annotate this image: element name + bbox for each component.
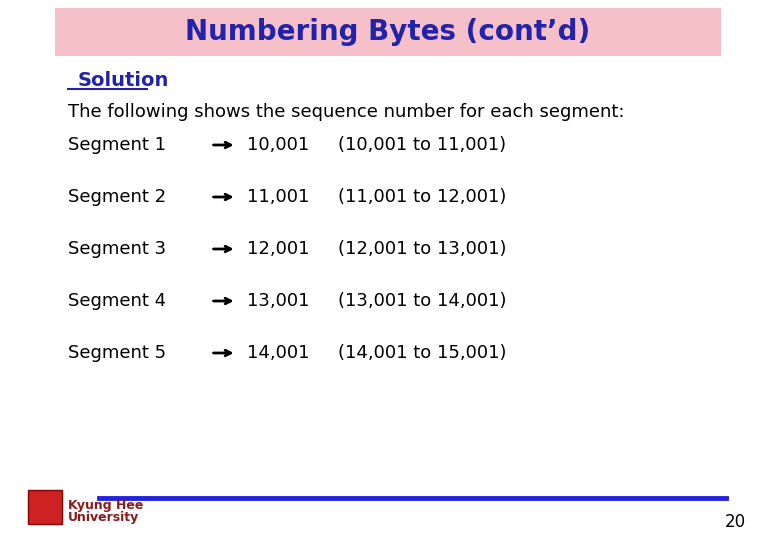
Text: Kyung Hee: Kyung Hee (68, 500, 143, 512)
Text: Segment 1: Segment 1 (68, 136, 165, 154)
Text: 13,001: 13,001 (246, 292, 309, 310)
Text: University: University (68, 511, 139, 524)
Text: 20: 20 (725, 513, 746, 531)
Text: Segment 3: Segment 3 (68, 240, 165, 258)
Text: The following shows the sequence number for each segment:: The following shows the sequence number … (68, 103, 624, 121)
Text: (13,001 to 14,001): (13,001 to 14,001) (338, 292, 506, 310)
Text: Segment 4: Segment 4 (68, 292, 165, 310)
Text: (12,001 to 13,001): (12,001 to 13,001) (338, 240, 506, 258)
Text: 12,001: 12,001 (246, 240, 309, 258)
Text: (11,001 to 12,001): (11,001 to 12,001) (338, 188, 506, 206)
Text: (14,001 to 15,001): (14,001 to 15,001) (338, 344, 506, 362)
Text: 10,001: 10,001 (246, 136, 309, 154)
Text: Segment 5: Segment 5 (68, 344, 165, 362)
FancyBboxPatch shape (28, 490, 62, 524)
Text: Solution: Solution (77, 71, 169, 90)
Text: 14,001: 14,001 (246, 344, 309, 362)
Text: (10,001 to 11,001): (10,001 to 11,001) (338, 136, 506, 154)
Text: Segment 2: Segment 2 (68, 188, 165, 206)
Text: 11,001: 11,001 (246, 188, 309, 206)
Text: Numbering Bytes (cont’d): Numbering Bytes (cont’d) (185, 18, 590, 46)
FancyBboxPatch shape (55, 8, 721, 56)
